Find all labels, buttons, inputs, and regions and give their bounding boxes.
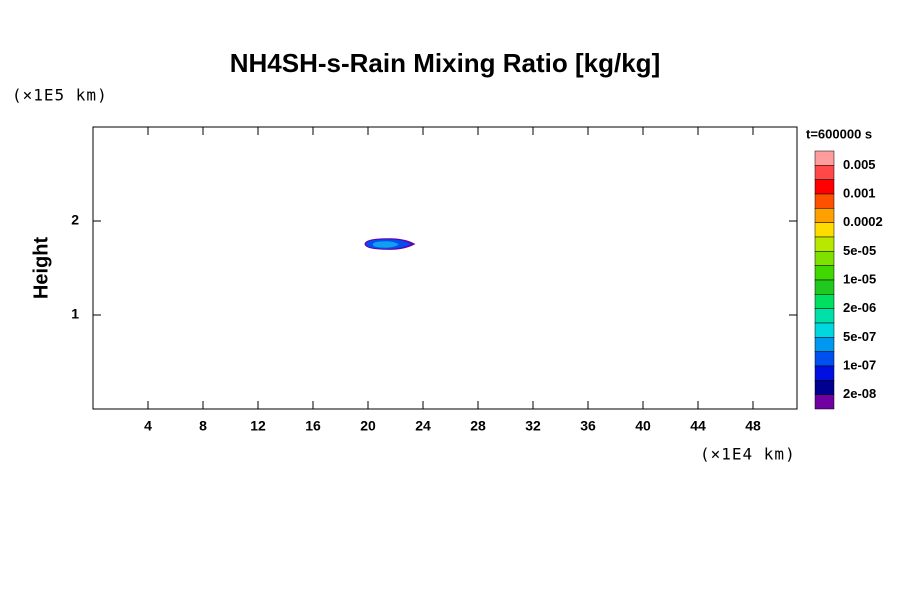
colorbar-swatch bbox=[814, 308, 835, 324]
colorbar-swatch bbox=[814, 380, 835, 395]
colorbar-swatch bbox=[814, 365, 835, 381]
colorbar-swatch bbox=[814, 165, 835, 180]
colorbar-label: 2e-08 bbox=[843, 386, 876, 401]
colorbar-swatch bbox=[814, 208, 835, 223]
colorbar-label: 0.005 bbox=[843, 157, 876, 172]
colorbar-swatch bbox=[814, 222, 835, 238]
x-tick-label: 24 bbox=[415, 418, 431, 434]
x-tick-label: 40 bbox=[635, 418, 651, 434]
colorbar-label: 1e-05 bbox=[843, 271, 876, 286]
x-tick-label: 8 bbox=[199, 418, 207, 434]
y-tick-label: 1 bbox=[71, 306, 79, 322]
colorbar-swatch bbox=[814, 150, 835, 166]
colorbar-title: t=600000 s bbox=[806, 126, 872, 141]
y-tick-label: 2 bbox=[71, 212, 79, 228]
colorbar-swatch bbox=[814, 193, 835, 209]
x-tick-label: 4 bbox=[144, 418, 152, 434]
x-tick-label: 12 bbox=[250, 418, 266, 434]
colorbar-swatch bbox=[814, 265, 835, 281]
chart-title: NH4SH-s-Rain Mixing Ratio [kg/kg] bbox=[230, 48, 660, 78]
colorbar-swatch bbox=[814, 294, 835, 309]
colorbar-swatch bbox=[814, 251, 835, 266]
colorbar-swatch bbox=[814, 351, 835, 367]
colorbar-swatch bbox=[814, 236, 835, 252]
colorbar-label: 5e-07 bbox=[843, 329, 876, 344]
colorbar-label: 0.0002 bbox=[843, 214, 883, 229]
y-unit: (×1E5 km) bbox=[12, 86, 108, 105]
colorbar-swatch bbox=[814, 337, 835, 352]
x-tick-label: 16 bbox=[305, 418, 321, 434]
x-tick-label: 20 bbox=[360, 418, 376, 434]
colorbar-label: 5e-05 bbox=[843, 243, 876, 258]
x-tick-label: 36 bbox=[580, 418, 596, 434]
colorbar-swatch bbox=[814, 279, 835, 295]
x-unit: (×1E4 km) bbox=[700, 445, 796, 464]
x-tick-label: 28 bbox=[470, 418, 486, 434]
colorbar-label: 0.001 bbox=[843, 185, 876, 200]
x-tick-label: 32 bbox=[525, 418, 541, 434]
colorbar-swatch bbox=[814, 394, 835, 410]
x-tick-label: 48 bbox=[745, 418, 761, 434]
plot-frame bbox=[92, 126, 798, 410]
x-tick-label: 44 bbox=[690, 418, 706, 434]
colorbar-swatch bbox=[814, 322, 835, 338]
contour-region bbox=[372, 241, 399, 248]
colorbar-label: 2e-06 bbox=[843, 300, 876, 315]
colorbar-label: 1e-07 bbox=[843, 357, 876, 372]
colorbar-swatch bbox=[814, 179, 835, 195]
y-axis-title: Height bbox=[30, 237, 52, 300]
